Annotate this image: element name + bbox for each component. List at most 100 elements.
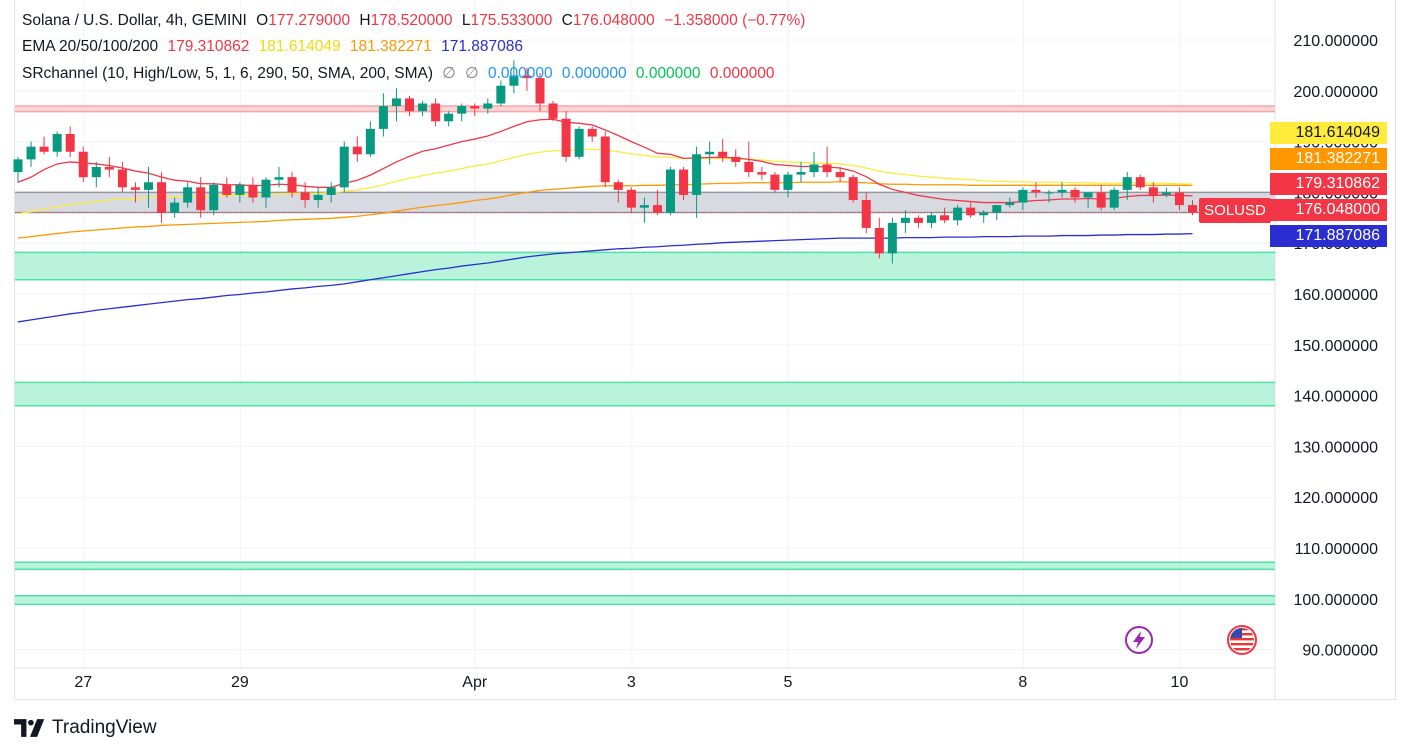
candle-body: [78, 151, 88, 178]
ema-legend[interactable]: EMA 20/50/100/200 179.310862 181.614049 …: [22, 38, 528, 56]
sr-null-1: ∅: [442, 65, 456, 82]
candle-body: [783, 174, 793, 190]
candle-body: [887, 222, 897, 254]
candle-body: [1109, 189, 1119, 208]
candle-body: [1057, 189, 1067, 193]
candle-body: [652, 205, 662, 213]
sr-zone: [15, 595, 1275, 605]
candle-body: [1096, 192, 1106, 208]
candle-body: [874, 227, 884, 254]
ema50-value: 181.614049: [258, 38, 341, 55]
candle-body: [457, 106, 467, 114]
candle-body: [13, 159, 23, 173]
candle-body: [966, 207, 976, 216]
candle-body: [365, 128, 375, 155]
y-tick-label: 110.000000: [1295, 541, 1378, 558]
candle-body: [900, 217, 910, 223]
candle-body: [470, 106, 480, 109]
sr-value-3: 0.000000: [635, 65, 701, 82]
candle-body: [496, 85, 506, 104]
candle-body: [196, 187, 206, 211]
y-tick-label: 130.000000: [1293, 439, 1378, 456]
x-tick-label: 3: [627, 674, 636, 691]
candle-body: [209, 184, 219, 211]
sr-zone: [15, 106, 1275, 112]
candle-body: [418, 103, 428, 112]
close-value: 176.048000: [572, 12, 655, 29]
y-tick-label: 100.000000: [1293, 592, 1378, 609]
candle-body: [953, 207, 963, 221]
candle-body: [705, 151, 715, 155]
candle-body: [600, 136, 610, 183]
candle-body: [927, 215, 936, 223]
x-tick-label: 8: [1018, 674, 1027, 691]
price-chart[interactable]: 210.000000200.000000190.000000180.000000…: [0, 0, 1410, 700]
close-key: C: [561, 12, 573, 29]
ema20-price-tag: 179.310862: [1270, 173, 1387, 195]
candle-body: [692, 154, 702, 195]
y-tick-label: 160.000000: [1293, 287, 1378, 304]
ohlc-legend: Solana / U.S. Dollar, 4h, GEMINI O177.27…: [22, 12, 810, 30]
y-tick-label: 140.000000: [1293, 389, 1378, 406]
sr-value-1: 0.000000: [487, 65, 553, 82]
us-flag-icon[interactable]: [1227, 625, 1257, 655]
candle-body: [1174, 192, 1184, 206]
candle-body: [235, 184, 245, 195]
lightning-icon[interactable]: [1124, 625, 1154, 655]
candle-body: [744, 161, 754, 173]
y-tick-label: 150.000000: [1293, 338, 1378, 355]
candle-body: [313, 194, 323, 201]
candle-body: [1083, 192, 1093, 198]
chart-frame: [14, 0, 1396, 700]
candle-body: [509, 75, 519, 86]
last-price-tag: 176.048000: [1270, 199, 1387, 221]
sr-zone: [15, 192, 1275, 213]
srchannel-label: SRchannel (10, High/Low, 5, 1, 6, 290, 5…: [22, 65, 433, 82]
ema100-price-tag: 181.382271: [1270, 148, 1387, 170]
candle-body: [913, 217, 923, 223]
candle-body: [117, 169, 127, 188]
candle-body: [39, 146, 49, 152]
candle-body: [1148, 187, 1158, 195]
candle-body: [548, 103, 558, 119]
candle-body: [992, 205, 1002, 213]
candle-body: [1044, 192, 1054, 194]
candle-body: [444, 113, 454, 122]
candle-body: [483, 103, 493, 109]
symbol-title: Solana / U.S. Dollar, 4h, GEMINI: [22, 12, 247, 29]
y-tick-label: 200.000000: [1293, 84, 1378, 101]
candle-body: [613, 182, 623, 190]
candle-body: [1018, 189, 1028, 203]
low-key: L: [461, 12, 471, 29]
candle-body: [940, 215, 950, 221]
candle-body: [170, 202, 180, 213]
srchannel-legend[interactable]: SRchannel (10, High/Low, 5, 1, 6, 290, 5…: [22, 64, 780, 83]
ema-label: EMA 20/50/100/200: [22, 38, 159, 55]
candle-body: [822, 164, 832, 173]
candle-body: [679, 169, 689, 195]
x-tick-label: 29: [231, 674, 249, 691]
candle-body: [248, 184, 258, 198]
candle-body: [1161, 192, 1171, 195]
x-tick-label: 5: [783, 674, 792, 691]
change-value: −1.358000 (−0.77%): [664, 12, 806, 29]
tradingview-logo[interactable]: TradingView: [14, 716, 157, 740]
candle-body: [130, 187, 140, 190]
candle-body: [848, 177, 858, 201]
y-tick-label: 90.000000: [1302, 643, 1378, 660]
candle-body: [26, 146, 36, 160]
candle-body: [1122, 177, 1132, 190]
candle-body: [639, 205, 649, 208]
high-value: 178.520000: [370, 12, 453, 29]
candle-body: [1031, 189, 1041, 193]
x-tick-label: 27: [74, 674, 92, 691]
sr-zone: [15, 382, 1275, 406]
candle-body: [770, 174, 780, 190]
y-tick-label: 120.000000: [1293, 490, 1378, 507]
candle-body: [339, 146, 349, 188]
candle-body: [1135, 177, 1145, 188]
candle-body: [65, 133, 75, 152]
open-value: 177.279000: [268, 12, 351, 29]
candle-body: [352, 146, 362, 155]
low-value: 175.533000: [470, 12, 553, 29]
